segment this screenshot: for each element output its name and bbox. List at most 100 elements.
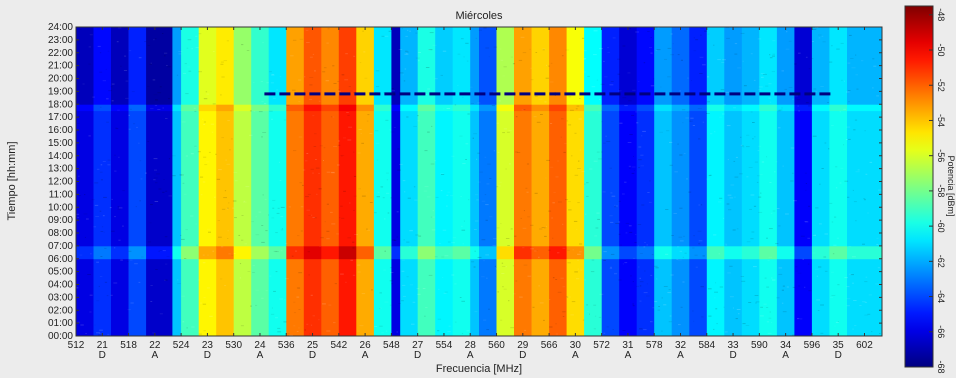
x-tick-label: 602 — [856, 340, 873, 351]
heatmap-cell-22-0 — [452, 258, 471, 337]
x-tick-sublabel: A — [782, 350, 789, 361]
heatmap-cell-18-2 — [391, 110, 401, 247]
heatmap-cell-22-1 — [452, 245, 471, 260]
heatmap-cell-21-3 — [435, 104, 454, 112]
heatmap-cell-39-4 — [741, 27, 760, 105]
heatmap-cell-5-4 — [172, 27, 182, 105]
heatmap-cell-28-0 — [549, 258, 567, 337]
heatmap-cell-36-0 — [689, 258, 708, 337]
heatmap-cell-29-2 — [566, 110, 585, 247]
heatmap-cell-36-1 — [689, 245, 708, 260]
heatmap-cell-0-2 — [76, 110, 94, 247]
heatmap-cell-11-2 — [268, 110, 287, 247]
x-tick-sublabel: A — [572, 350, 579, 361]
heatmap-cell-18-0 — [391, 258, 401, 337]
heatmap-cell-16-1 — [356, 245, 375, 260]
heatmap-cell-1-0 — [93, 258, 112, 337]
heatmap-cell-7-1 — [198, 245, 217, 260]
x-tick-label: 512 — [68, 340, 85, 351]
heatmap-cell-14-2 — [321, 110, 340, 247]
x-tick-label: 560 — [488, 340, 505, 351]
y-tick-label: 00:00 — [48, 331, 73, 342]
heatmap-cell-34-1 — [654, 245, 673, 260]
heatmap-cell-10-4 — [251, 27, 270, 105]
heatmap-cell-19-4 — [400, 27, 419, 105]
heatmap-cell-25-2 — [496, 110, 515, 247]
colorbar-tick-label: -64 — [936, 290, 946, 303]
heatmap-cell-27-1 — [531, 245, 550, 260]
heatmap-cell-35-2 — [671, 110, 690, 247]
y-tick-label: 14:00 — [48, 151, 73, 162]
heatmap-cell-40-3 — [759, 104, 778, 112]
heatmap-cell-10-2 — [251, 110, 270, 247]
heatmap-cell-28-3 — [549, 104, 567, 112]
x-tick-label: 33 — [728, 340, 740, 351]
y-tick-label: 10:00 — [48, 202, 73, 213]
heatmap-cell-26-3 — [514, 104, 532, 112]
heatmap-cell-30-3 — [584, 104, 602, 112]
heatmap-cell-37-3 — [706, 104, 725, 112]
heatmap-cell-12-3 — [286, 104, 305, 112]
heatmap-cell-34-4 — [654, 27, 673, 105]
x-tick-label: 578 — [646, 340, 663, 351]
heatmap-cell-21-2 — [435, 110, 454, 247]
heatmap-cell-17-2 — [373, 110, 392, 247]
x-tick-label: 530 — [225, 340, 242, 351]
y-tick-label: 12:00 — [48, 177, 73, 188]
heatmap-cell-31-0 — [601, 258, 620, 337]
x-tick-label: 24 — [254, 340, 266, 351]
heatmap-cell-6-2 — [181, 110, 199, 247]
heatmap-cell-11-4 — [268, 27, 287, 105]
heatmap-cell-8-3 — [216, 104, 235, 112]
heatmap-cell-17-0 — [373, 258, 392, 337]
x-tick-label: 596 — [804, 340, 821, 351]
x-tick-label: 554 — [436, 340, 453, 351]
heatmap-cell-43-1 — [811, 245, 830, 260]
x-tick-sublabel: D — [99, 350, 106, 361]
heatmap-cell-23-0 — [470, 258, 480, 337]
heatmap-cell-24-1 — [479, 245, 497, 260]
x-tick-sublabel: A — [625, 350, 632, 361]
heatmap-cell-42-4 — [794, 27, 813, 105]
heatmap-cell-4-2 — [146, 110, 173, 247]
heatmap-cell-6-3 — [181, 104, 199, 112]
heatmap-cell-34-0 — [654, 258, 673, 337]
y-tick-label: 07:00 — [48, 241, 73, 252]
heatmap-cell-13-4 — [303, 27, 322, 105]
heatmap-cell-3-3 — [128, 104, 147, 112]
heatmap-cell-2-2 — [111, 110, 129, 247]
heatmap-cell-1-3 — [93, 104, 112, 112]
heatmap-cell-27-4 — [531, 27, 550, 105]
heatmap-cell-24-4 — [479, 27, 497, 105]
heatmap-cell-36-3 — [689, 104, 708, 112]
heatmap-cell-7-3 — [198, 104, 217, 112]
colorbar-tick-label: -62 — [936, 255, 946, 268]
heatmap-cell-32-1 — [619, 245, 638, 260]
y-tick-label: 05:00 — [48, 267, 73, 278]
heatmap-cell-20-0 — [417, 258, 436, 337]
colorbar-tick-label: -52 — [936, 79, 946, 92]
heatmap-cell-39-3 — [741, 104, 760, 112]
heatmap-cell-23-2 — [470, 110, 480, 247]
heatmap-cell-44-0 — [829, 258, 848, 337]
heatmap-cell-15-2 — [338, 110, 357, 247]
heatmap-cell-4-4 — [146, 27, 173, 105]
y-tick-label: 16:00 — [48, 125, 73, 136]
y-tick-label: 21:00 — [48, 61, 73, 72]
x-tick-label: 21 — [97, 340, 109, 351]
heatmap-cell-19-2 — [400, 110, 419, 247]
x-tick-label: 25 — [307, 340, 319, 351]
x-tick-label: 584 — [698, 340, 715, 351]
heatmap-cell-2-1 — [111, 245, 129, 260]
x-tick-sublabel: D — [835, 350, 842, 361]
heatmap-cell-0-1 — [76, 245, 94, 260]
heatmap-cell-43-2 — [811, 110, 830, 247]
colorbar-tick-label: -58 — [936, 184, 946, 197]
heatmap-cell-20-3 — [417, 104, 436, 112]
heatmap-cell-30-4 — [584, 27, 602, 105]
x-tick-label: 27 — [412, 340, 424, 351]
heatmap-cell-3-1 — [128, 245, 147, 260]
heatmap-cell-16-3 — [356, 104, 375, 112]
heatmap-cell-4-3 — [146, 104, 173, 112]
y-tick-label: 18:00 — [48, 99, 73, 110]
